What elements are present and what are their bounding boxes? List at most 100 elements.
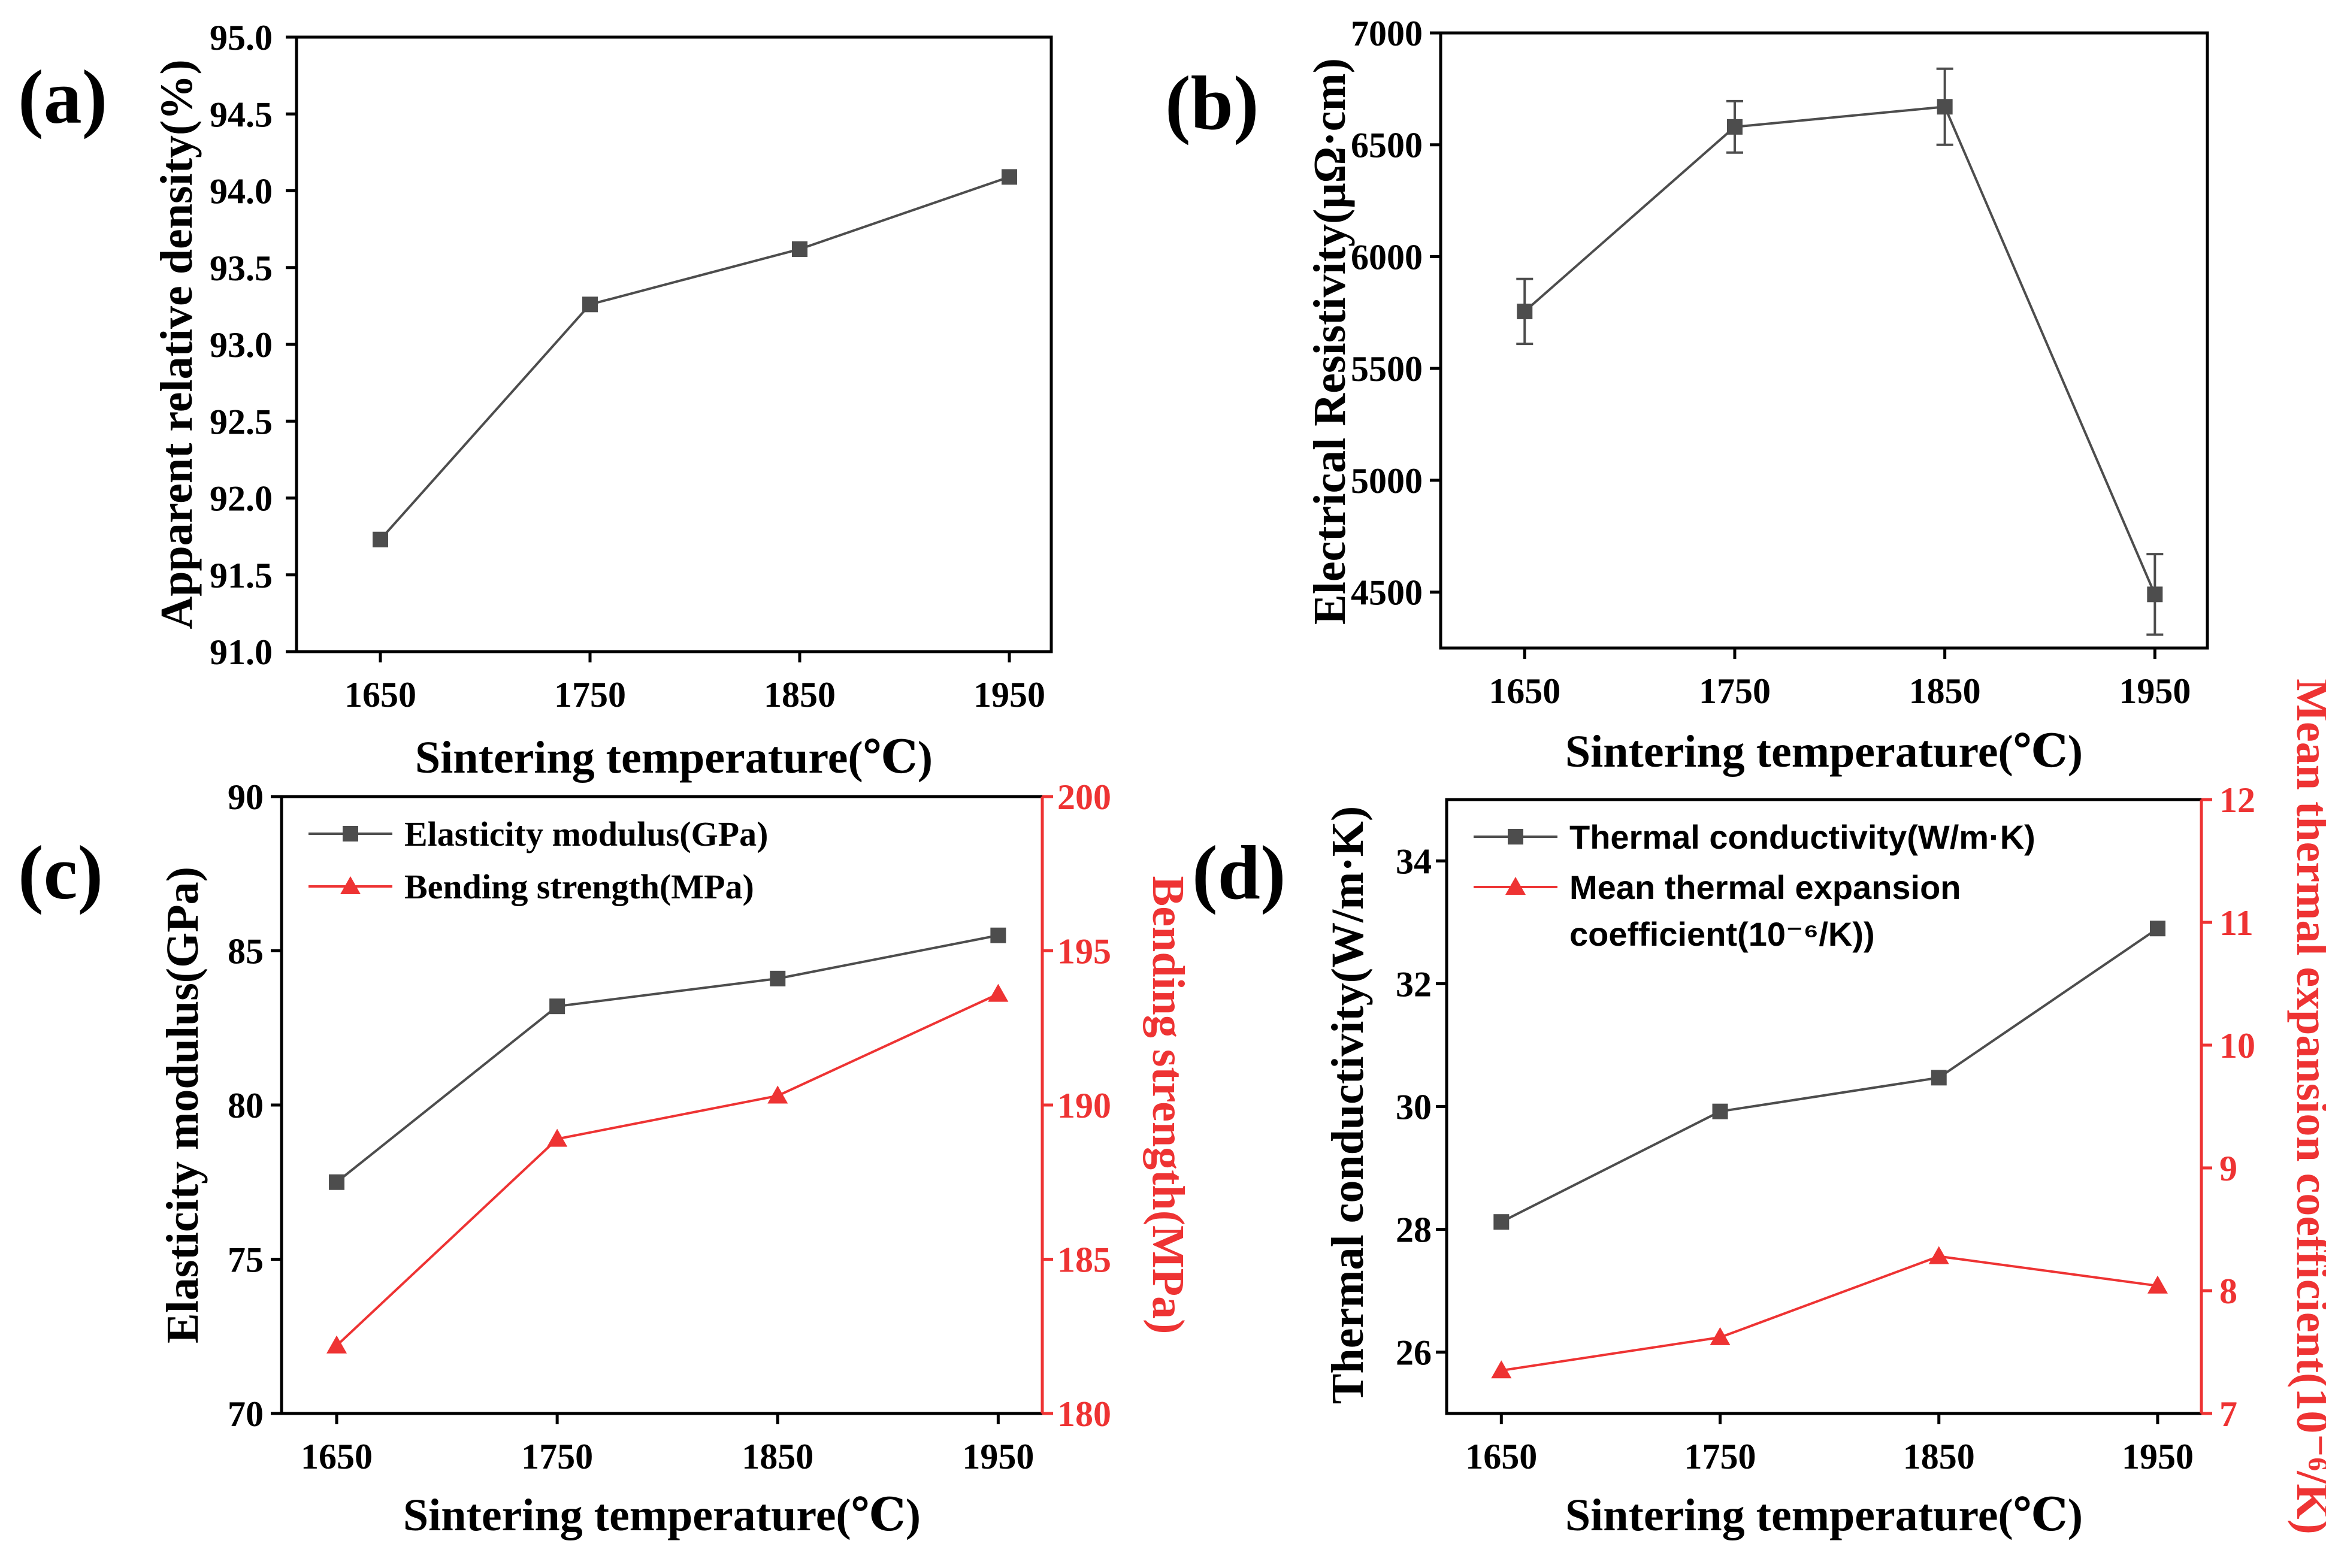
- series-line-0: [1501, 927, 2159, 1223]
- x-tick-label: 1850: [742, 1437, 813, 1476]
- data-point-triangle: [1710, 1327, 1731, 1345]
- x-tick-label: 1650: [1465, 1437, 1537, 1476]
- y-axis-title: Electrical Resistivity(μΩ·cm): [1305, 58, 1355, 625]
- y-tick-label: 70: [228, 1394, 264, 1434]
- data-point-square: [990, 927, 1006, 943]
- y-tick-label-right: 9: [2219, 1149, 2237, 1188]
- panel-label: (b): [1165, 60, 1259, 146]
- y-tick-label-right: 190: [1057, 1086, 1111, 1125]
- x-tick-label: 1950: [2122, 1437, 2194, 1476]
- y-tick-label-right: 7: [2219, 1394, 2237, 1434]
- x-tick-label: 1850: [764, 675, 836, 715]
- data-point-triangle: [1491, 1360, 1512, 1379]
- series-line-1: [1501, 1255, 2158, 1372]
- data-point-triangle: [1928, 1246, 1949, 1264]
- y-tick-label: 91.5: [210, 556, 273, 595]
- x-axis-title: Sintering temperature(℃): [403, 1490, 921, 1540]
- y-tick-label: 91.0: [210, 632, 273, 672]
- x-tick-label: 1950: [2119, 671, 2191, 711]
- data-point-square: [1937, 99, 1953, 115]
- x-tick-label: 1650: [344, 675, 416, 715]
- x-tick-label: 1650: [301, 1437, 373, 1476]
- x-tick-label: 1850: [1903, 1437, 1975, 1476]
- x-axis-title: Sintering temperature(℃): [415, 732, 933, 783]
- y-tick-label: 92.0: [210, 479, 273, 519]
- plot-frame: [295, 35, 1053, 653]
- y-tick-label: 80: [228, 1086, 264, 1125]
- x-tick-label: 1650: [1489, 671, 1560, 711]
- y-tick-label: 94.5: [210, 95, 273, 134]
- x-tick-label: 1750: [521, 1437, 593, 1476]
- data-point-square: [1712, 1103, 1728, 1119]
- data-point-square: [373, 531, 388, 547]
- data-point-square: [1726, 119, 1743, 135]
- data-point-square: [1517, 303, 1533, 319]
- legend: Thermal conductivity(W/m·K) Mean thermal …: [1474, 818, 2035, 953]
- data-point-triangle: [988, 983, 1009, 1002]
- y-tick-label-right: 195: [1057, 932, 1111, 971]
- panel-a: (a) 1650 1750 1850 1950 91.0 91.5 92.0 92.5 93.0 9…: [18, 18, 1053, 783]
- x-axis-title: Sintering temperature(℃): [1565, 1490, 2083, 1540]
- y-tick-label: 95.0: [210, 18, 273, 57]
- y-tick-label: 34: [1396, 842, 1432, 882]
- y-tick-label: 6000: [1351, 237, 1423, 277]
- y-tick-label: 4500: [1351, 573, 1423, 613]
- x-tick-label: 1750: [1684, 1437, 1756, 1476]
- data-point-triangle: [767, 1085, 788, 1104]
- series-line-0: [379, 175, 1010, 541]
- legend-marker-triangle: [1505, 877, 1526, 895]
- x-tick-label: 1950: [973, 675, 1045, 715]
- y-tick-label-right: 10: [2219, 1026, 2255, 1065]
- data-point-square: [792, 241, 807, 257]
- y-tick-label: 6500: [1351, 126, 1423, 165]
- y-tick-label-right: 185: [1057, 1240, 1111, 1280]
- y-axis-title-right: Mean thermal expansion coefficient(10⁻⁶/…: [2287, 679, 2326, 1534]
- y-axis-title-right: Bending strength(MPa): [1143, 876, 1193, 1334]
- data-point-square: [2147, 586, 2163, 603]
- y-tick-label-right: 11: [2219, 903, 2254, 943]
- y-tick-label-right: 12: [2219, 780, 2255, 820]
- y-tick-label: 75: [228, 1240, 264, 1280]
- y-tick-label: 28: [1396, 1210, 1432, 1250]
- legend-marker-triangle: [340, 876, 361, 894]
- y-tick-label: 7000: [1351, 14, 1423, 53]
- legend-label: coefficient(10⁻⁶/K)): [1569, 915, 1875, 953]
- data-point-square: [1931, 1070, 1947, 1086]
- legend: Elasticity modulus(GPa) Bending strength(…: [308, 815, 768, 906]
- series-line-0: [335, 934, 999, 1183]
- panel-b: (b) 1650 1750 1850 1950 4500 5000 5500 6000 6500 7…: [1165, 14, 2209, 777]
- y-tick-label: 26: [1396, 1333, 1432, 1373]
- panel-label: (d): [1192, 830, 1285, 915]
- x-tick-label: 1750: [1699, 671, 1771, 711]
- y-tick-label: 93.0: [210, 325, 273, 365]
- data-point-square: [582, 296, 598, 313]
- data-point-triangle: [2147, 1275, 2168, 1294]
- data-point-square: [329, 1174, 345, 1190]
- legend-marker-square: [1508, 829, 1523, 844]
- y-tick-label: 92.5: [210, 402, 273, 441]
- y-tick-label: 30: [1396, 1088, 1432, 1127]
- legend-label: Bending strength(MPa): [404, 867, 754, 906]
- panel-label: (a): [18, 55, 107, 140]
- data-point-square: [549, 998, 565, 1015]
- x-tick-label: 1850: [1909, 671, 1981, 711]
- plot-frame: [1439, 31, 2209, 650]
- x-tick-label: 1950: [962, 1437, 1034, 1476]
- panel-label: (c): [18, 830, 103, 915]
- legend-label: Elasticity modulus(GPa): [404, 815, 768, 853]
- data-point-square: [770, 970, 786, 986]
- y-tick-label: 32: [1396, 965, 1432, 1004]
- y-tick-label: 5500: [1351, 349, 1423, 389]
- data-point-square: [1002, 169, 1017, 185]
- series-line-1: [335, 992, 999, 1347]
- y-tick-label: 90: [228, 777, 264, 817]
- data-point-square: [2149, 921, 2165, 937]
- y-tick-label: 94.0: [210, 172, 273, 211]
- legend-label: Thermal conductivity(W/m·K): [1569, 818, 2035, 856]
- data-point-square: [1493, 1214, 1510, 1230]
- panel-d: (d) 1650 1750 1850 1950 26 28 30 32 34 7 8 9 10 11 12 Me…: [1192, 679, 2326, 1540]
- series-line-0: [1523, 105, 2156, 595]
- x-tick-label: 1750: [554, 675, 626, 715]
- y-axis-title: Elasticity modulus(GPa): [158, 867, 208, 1343]
- data-point-triangle: [547, 1128, 568, 1147]
